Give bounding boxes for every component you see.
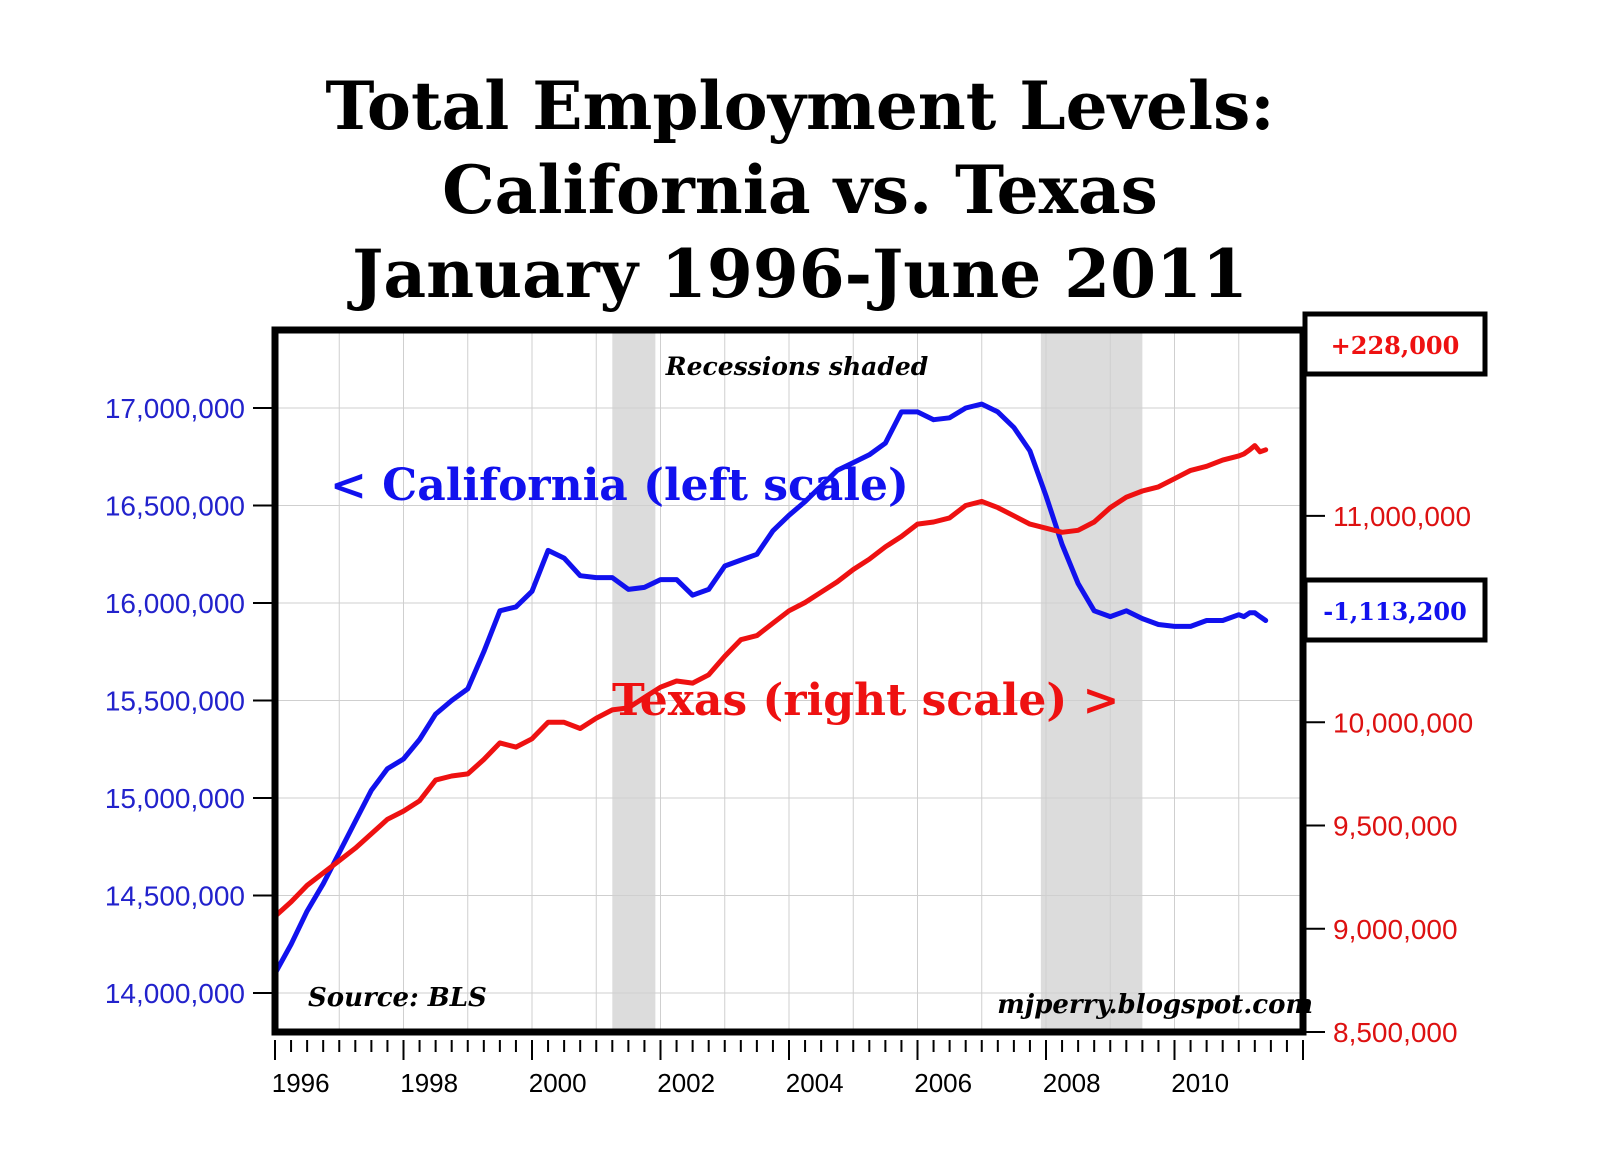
left-tick-label: 15,500,000 <box>105 686 245 717</box>
x-tick-label: 2000 <box>529 1068 587 1098</box>
left-tick-label: 14,500,000 <box>105 881 245 912</box>
right-tick-label: 8,500,000 <box>1333 1017 1458 1048</box>
x-tick-label: 2010 <box>1171 1068 1229 1098</box>
left-tick-label: 14,000,000 <box>105 978 245 1009</box>
recession-label: Recessions shaded <box>665 352 928 381</box>
california-change-box <box>1302 577 1488 643</box>
texas-series-label: Texas (right scale) > <box>612 675 1119 726</box>
left-tick-label: 16,000,000 <box>105 588 245 619</box>
x-tick-label: 1998 <box>400 1068 458 1098</box>
x-tick-label: 2008 <box>1043 1068 1101 1098</box>
recession-shading-layer <box>612 330 1143 1032</box>
title-line-1: Total Employment Levels: <box>325 67 1275 145</box>
x-tick-label: 2004 <box>786 1068 844 1098</box>
california-change-label: -1,113,200 <box>1323 597 1467 626</box>
chart-title: Total Employment Levels: California vs. … <box>0 64 1600 316</box>
recession-band-1 <box>1040 330 1143 1032</box>
recession-band-0 <box>612 330 656 1032</box>
left-axis: 14,000,000 14,500,000 15,000,000 15,500,000… <box>105 393 275 1009</box>
right-tick-label: 11,000,000 <box>1333 501 1471 532</box>
x-tick-label: 2002 <box>657 1068 715 1098</box>
x-axis: 1996 1998 2000 2002 2004 2006 2008 2010 <box>272 1040 1304 1098</box>
title-line-2: California vs. Texas <box>442 151 1158 229</box>
grid-layer <box>275 330 1303 1032</box>
left-tick-label: 15,000,000 <box>105 783 245 814</box>
right-tick-label: 9,000,000 <box>1333 914 1458 945</box>
right-tick-label: 10,000,000 <box>1333 707 1473 738</box>
source-label: Source: BLS <box>308 983 487 1013</box>
series-layer <box>272 401 1269 976</box>
x-tick-label: 1996 <box>272 1068 330 1098</box>
california-series-label: < California (left scale) <box>330 460 909 511</box>
texas-change-label: +228,000 <box>1331 331 1460 360</box>
x-tick-label: 2006 <box>914 1068 972 1098</box>
left-tick-label: 16,500,000 <box>105 491 245 522</box>
credit-label: mjperry.blogspot.com <box>997 990 1313 1020</box>
plot-frame <box>271 326 1307 1036</box>
california-series-line <box>272 401 1269 976</box>
title-line-3: January 1996-June 2011 <box>352 235 1248 313</box>
right-tick-label: 9,500,000 <box>1333 811 1458 842</box>
texas-series-line <box>272 443 1269 919</box>
left-tick-label: 17,000,000 <box>105 393 245 424</box>
texas-change-box <box>1302 311 1488 377</box>
